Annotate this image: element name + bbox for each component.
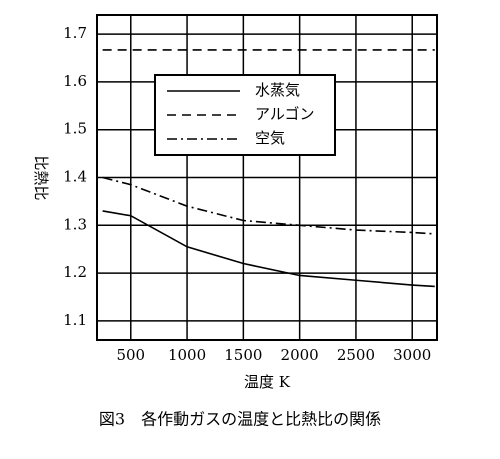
x-tick-label: 500 [116, 346, 145, 364]
y-tick-label: 1.5 [63, 120, 87, 138]
x-tick-label: 1500 [224, 346, 262, 364]
x-tick-label: 1000 [168, 346, 206, 364]
legend-label: 空気 [255, 129, 285, 147]
y-axis-label: 比熱比 [32, 155, 50, 200]
data-line [102, 210, 435, 288]
y-tick-label: 1.4 [63, 168, 87, 186]
x-axis-label: 温度 K [244, 373, 291, 391]
x-tick-label: 2000 [281, 346, 319, 364]
caption: 図3 各作動ガスの温度と比熱比の関係 [99, 410, 381, 429]
x-tick-label: 2500 [337, 346, 375, 364]
y-tick-label: 1.1 [63, 311, 87, 329]
plot-frame [96, 14, 438, 341]
y-tick-label: 1.2 [63, 263, 87, 281]
legend-label: アルゴン [255, 105, 315, 123]
x-tick-label: 3000 [393, 346, 431, 364]
y-tick-label: 1.7 [63, 24, 87, 42]
data-line [102, 176, 435, 235]
legend-label: 水蒸気 [255, 81, 300, 99]
y-tick-label: 1.6 [63, 72, 87, 90]
y-tick-label: 1.3 [63, 215, 87, 233]
